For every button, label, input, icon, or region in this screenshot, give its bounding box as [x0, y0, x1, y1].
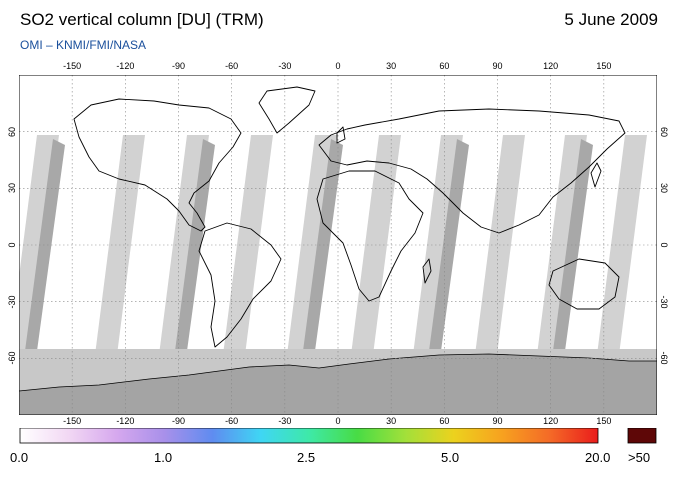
japan-outline	[590, 162, 602, 188]
longitude-tick-label: -150	[63, 61, 82, 71]
map-credit: OMI – KNMI/FMI/NASA	[20, 38, 147, 52]
orbit-overlap-stripe	[553, 139, 593, 351]
latitude-tick-label: -30	[659, 295, 669, 309]
longitude-tick-label: -120	[116, 416, 135, 426]
so2-map	[19, 75, 657, 415]
latitude-tick-label: 30	[659, 183, 669, 194]
longitude-tick-label: -30	[278, 61, 292, 71]
colorbar-label-3: 5.0	[441, 450, 460, 465]
longitude-tick-label: 90	[492, 416, 503, 426]
latitude-tick-label: 0	[659, 242, 669, 248]
longitude-tick-label: 120	[543, 61, 559, 71]
map-date: 5 June 2009	[564, 10, 658, 29]
orbit-gap-stripe	[597, 135, 647, 355]
longitude-tick-label: 150	[596, 61, 612, 71]
north-america-outline	[73, 98, 242, 232]
longitude-tick-label: -60	[225, 416, 239, 426]
longitude-tick-label: 120	[543, 416, 559, 426]
latitude-tick-label: 60	[659, 126, 669, 137]
latitude-tick-label: -60	[659, 351, 669, 365]
longitude-tick-label: -90	[171, 416, 185, 426]
colorbar-gradient	[19, 428, 599, 444]
africa-outline	[316, 170, 424, 302]
colorbar-label-4: 20.0	[585, 450, 611, 465]
longitude-tick-label: 0	[335, 416, 341, 426]
orbit-overlap-stripe	[429, 139, 469, 351]
longitude-tick-label: 90	[492, 61, 503, 71]
uk-outline	[336, 126, 346, 144]
longitude-tick-label: 150	[596, 416, 612, 426]
colorbar-overflow-swatch	[627, 428, 657, 444]
greenland-outline	[258, 86, 316, 134]
colorbar-overflow-label: >50	[628, 450, 651, 465]
longitude-tick-label: 60	[439, 61, 450, 71]
longitude-tick-label: -150	[63, 416, 82, 426]
colorbar-label-1: 1.0	[154, 450, 173, 465]
eurasia-outline	[318, 108, 626, 234]
longitude-tick-label: -90	[171, 61, 185, 71]
longitude-tick-label: -60	[225, 61, 239, 71]
longitude-tick-label: 0	[335, 61, 341, 71]
south-america-outline	[198, 222, 282, 348]
colorbar-label-0: 0.0	[10, 450, 29, 465]
longitude-tick-label: -30	[278, 416, 292, 426]
longitude-tick-label: -120	[116, 61, 135, 71]
longitude-tick-label: 30	[386, 416, 397, 426]
colorbar-label-2: 2.5	[297, 450, 316, 465]
longitude-tick-label: 30	[386, 61, 397, 71]
orbit-overlap-stripe	[25, 139, 65, 351]
madagascar-outline	[422, 258, 432, 284]
map-title: SO2 vertical column [DU] (TRM)	[20, 10, 264, 29]
longitude-tick-label: 60	[439, 416, 450, 426]
australia-outline	[548, 258, 620, 310]
colorbar	[19, 428, 657, 444]
land-outlines	[73, 86, 626, 348]
